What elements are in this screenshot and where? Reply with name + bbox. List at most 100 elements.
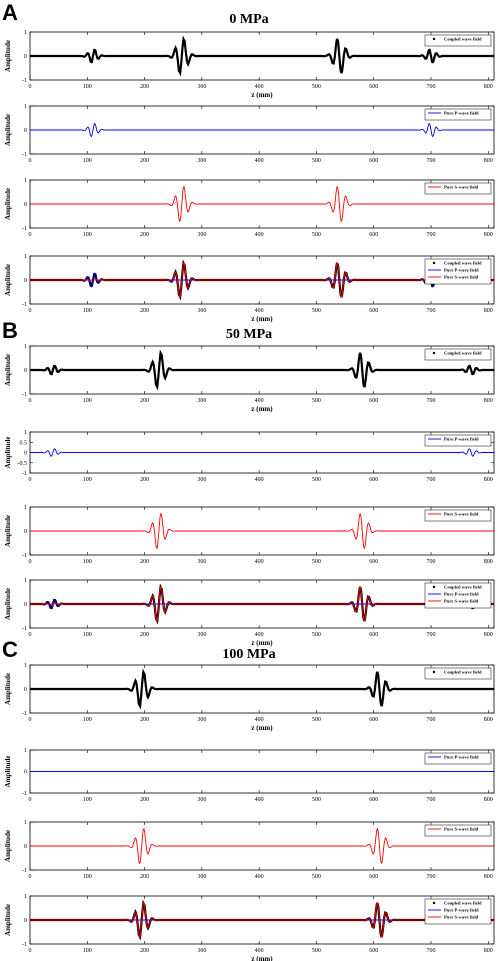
series-coupled-wave-field-point [471, 373, 474, 376]
legend-box [424, 108, 492, 121]
legend-box [424, 434, 492, 447]
legend-box [424, 348, 492, 361]
y-tick-label: 0 [24, 529, 27, 535]
legend-label-pure-p-wave-field: Pure P-wave field [444, 111, 479, 116]
series-coupled-wave-field-point [186, 62, 189, 65]
y-tick-label: -1 [22, 471, 27, 477]
series-coupled-wave-field-baseline [30, 35, 494, 77]
series-coupled-wave-field-point [368, 362, 371, 365]
legend-label-pure-s-wave-field: Pure S-wave field [444, 599, 479, 604]
x-tick-label: 700 [426, 308, 435, 314]
legend-marker-coupled-wave-field [432, 261, 436, 265]
y-tick-label: 0 [24, 278, 27, 284]
legend: Pure S-wave field [424, 824, 492, 837]
x-tick-label: 0 [29, 308, 32, 314]
series-coupled-wave-field-point [162, 367, 165, 370]
series-coupled-wave-field-point [130, 689, 133, 692]
x-tick-label: 200 [140, 398, 149, 404]
series-coupled-wave-field-point [421, 54, 424, 57]
x-axis-label: z (mm) [251, 639, 273, 647]
x-tick-label: 600 [369, 797, 378, 803]
series-coupled-wave-field-point [372, 695, 375, 698]
series-coupled-wave-field-point [164, 375, 168, 378]
legend: Pure P-wave field [424, 752, 492, 765]
series-coupled-wave-field-point [183, 40, 186, 43]
y-tick-label: -1 [22, 868, 27, 874]
series-coupled-wave-field-point [374, 686, 377, 689]
plot-area [30, 583, 494, 625]
y-tick-label: -1 [22, 152, 27, 158]
y-tick-label: 0 [24, 602, 27, 608]
y-axis-label: Amplitude [4, 756, 12, 788]
y-tick-label: 1 [24, 104, 27, 110]
series-pure-p-wave-field-line [30, 448, 494, 457]
series-coupled-wave-field-point [152, 361, 155, 364]
y-tick-label: 1 [24, 894, 27, 900]
x-tick-label: 600 [369, 948, 378, 954]
x-tick-label: 100 [83, 797, 92, 803]
x-tick-label: 700 [426, 874, 435, 880]
legend-label-pure-p-wave-field: Pure P-wave field [444, 268, 479, 273]
x-tick-label: 100 [83, 559, 92, 565]
plot-area [30, 35, 494, 77]
series-coupled-wave-field-point [425, 56, 428, 60]
x-tick-label: 100 [83, 948, 92, 954]
x-tick-label: 500 [312, 559, 321, 565]
legend-marker-coupled-wave-field [432, 901, 436, 905]
x-tick-label: 600 [369, 84, 378, 90]
plot-area [30, 259, 494, 301]
series-pure-s-wave-field-line [30, 586, 494, 622]
x-tick-label: 500 [312, 797, 321, 803]
legend: Coupled wave field [424, 667, 492, 680]
y-axis-label: Amplitude [4, 437, 12, 469]
y-axis-label: Amplitude [4, 830, 12, 862]
x-tick-label: 700 [426, 232, 435, 238]
series-coupled-wave-field-point [382, 689, 385, 692]
x-tick-label: 600 [369, 874, 378, 880]
series-coupled-wave-field-point [187, 61, 191, 64]
legend-label-pure-p-wave-field: Pure P-wave field [444, 592, 479, 597]
series-coupled-wave-field-point [149, 688, 152, 692]
plot-area [30, 122, 494, 138]
series-coupled-wave-field-point [332, 62, 335, 65]
x-tick-label: 200 [140, 632, 149, 638]
x-tick-label: 0 [29, 559, 32, 565]
series-coupled-wave-field-point [376, 672, 380, 675]
x-tick-label: 400 [255, 398, 264, 404]
legend-label-pure-s-wave-field: Pure S-wave field [444, 915, 479, 920]
plot-area [30, 186, 494, 222]
panel-letter-b: B [2, 318, 18, 343]
x-tick-label: 800 [484, 797, 493, 803]
x-tick-label: 300 [197, 232, 206, 238]
x-tick-label: 800 [484, 158, 493, 164]
x-tick-label: 400 [255, 559, 264, 565]
x-tick-label: 400 [255, 874, 264, 880]
series-coupled-wave-field-point [147, 694, 150, 697]
series-coupled-wave-field-point [170, 56, 173, 59]
series-coupled-wave-field-point [389, 689, 392, 692]
x-tick-label: 100 [83, 477, 92, 483]
x-tick-label: 0 [29, 797, 32, 803]
series-coupled-wave-field-point [173, 48, 176, 51]
x-tick-label: 500 [312, 874, 321, 880]
series-coupled-wave-field-point [53, 364, 56, 367]
x-tick-label: 300 [197, 948, 206, 954]
series-coupled-wave-field-point [472, 371, 476, 374]
legend-label-coupled-wave-field: Coupled wave field [444, 351, 482, 356]
x-tick-label: 600 [369, 632, 378, 638]
y-tick-label: 0 [24, 451, 27, 457]
y-tick-label: -1 [22, 78, 27, 84]
series-coupled-wave-field-point [175, 47, 178, 50]
series-coupled-wave-field-baseline [30, 349, 494, 391]
x-axis-label: z (mm) [251, 955, 273, 961]
series-coupled-wave-field-point [100, 54, 103, 57]
y-tick-label: 1 [24, 254, 27, 260]
x-tick-label: 800 [484, 717, 493, 723]
x-tick-label: 400 [255, 632, 264, 638]
series-coupled-wave-field-point [153, 370, 156, 373]
plot-area [30, 349, 494, 391]
x-tick-label: 100 [83, 398, 92, 404]
